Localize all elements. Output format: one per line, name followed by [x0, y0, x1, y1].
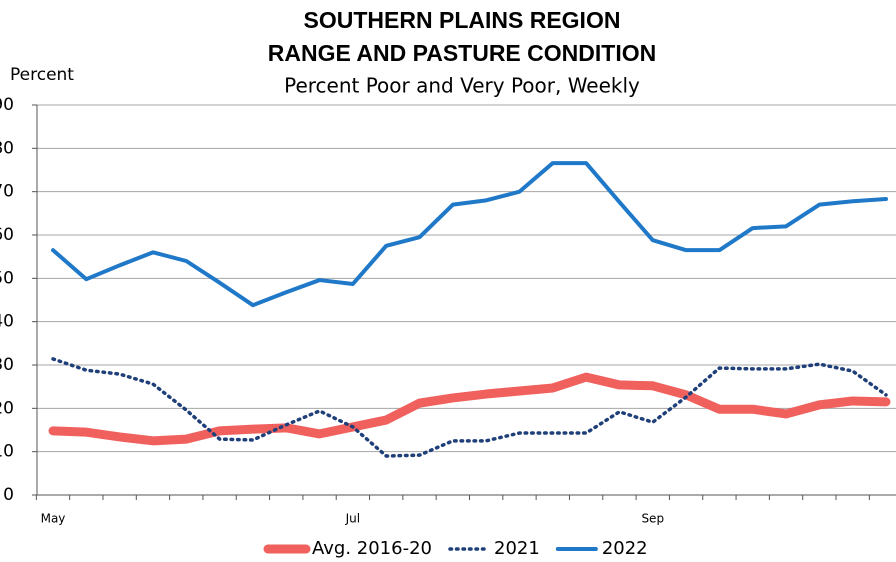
y-tick-label: 40 [0, 312, 14, 332]
x-tick-label: Sep [641, 512, 664, 526]
series-line [48, 372, 891, 446]
y-tick-label: 60 [0, 225, 14, 245]
x-tick-label: May [41, 512, 66, 526]
y-tick-label: 80 [0, 138, 14, 158]
series-line [51, 161, 888, 308]
chart-title: RANGE AND PASTURE CONDITION [268, 40, 656, 66]
y-axis-label: Percent [10, 65, 74, 85]
legend-label: 2022 [602, 538, 648, 559]
x-tick-label: Jul [345, 512, 360, 526]
y-tick-label: 30 [0, 355, 14, 375]
y-tick-label: 90 [0, 95, 14, 115]
y-tick-label: 10 [0, 442, 14, 462]
chart-title: SOUTHERN PLAINS REGION [304, 7, 621, 33]
series-line [51, 357, 888, 458]
legend-label: Avg. 2016-20 [312, 538, 432, 559]
y-tick-label: 50 [0, 268, 14, 288]
y-tick-label: 70 [0, 182, 14, 202]
y-tick-label: 20 [0, 398, 14, 418]
legend-label: 2021 [494, 538, 540, 559]
y-tick-label: 0 [3, 485, 14, 505]
chart-subtitle: Percent Poor and Very Poor, Weekly [284, 74, 640, 98]
